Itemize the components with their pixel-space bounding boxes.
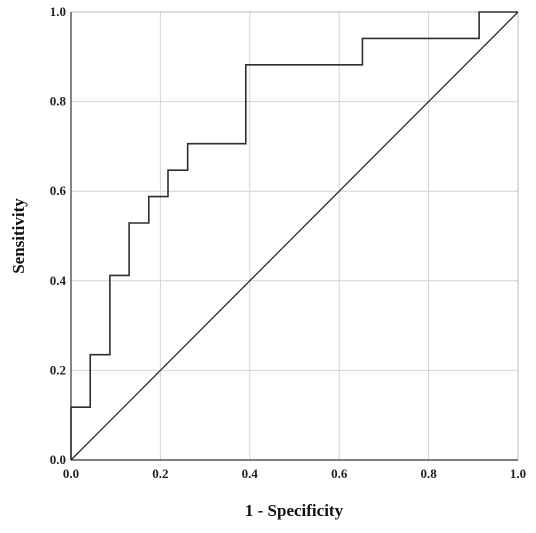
x-tick-label: 0.2 bbox=[152, 466, 168, 481]
roc-curve-line bbox=[70, 11, 518, 460]
y-tick-label: 0.6 bbox=[50, 183, 67, 198]
x-tick-label: 1.0 bbox=[510, 466, 526, 481]
reference-diagonal-line bbox=[70, 11, 519, 461]
y-tick-label: 0.4 bbox=[50, 273, 67, 288]
x-tick-labels: 0.0 0.2 0.4 0.6 0.8 1.0 bbox=[63, 466, 526, 481]
series-layer bbox=[70, 11, 519, 461]
y-tick-label: 0.0 bbox=[50, 452, 66, 467]
x-tick-label: 0.8 bbox=[420, 466, 437, 481]
y-tick-labels: 0.0 0.2 0.4 0.6 0.8 1.0 bbox=[50, 4, 67, 467]
y-tick-label: 1.0 bbox=[50, 4, 66, 19]
x-tick-label: 0.0 bbox=[63, 466, 79, 481]
y-tick-label: 0.8 bbox=[50, 94, 67, 109]
x-tick-label: 0.4 bbox=[242, 466, 259, 481]
y-axis-label: Sensitivity bbox=[9, 198, 28, 274]
y-tick-label: 0.2 bbox=[50, 362, 66, 377]
x-axis-label: 1 - Specificity bbox=[245, 501, 344, 520]
x-tick-label: 0.6 bbox=[331, 466, 348, 481]
